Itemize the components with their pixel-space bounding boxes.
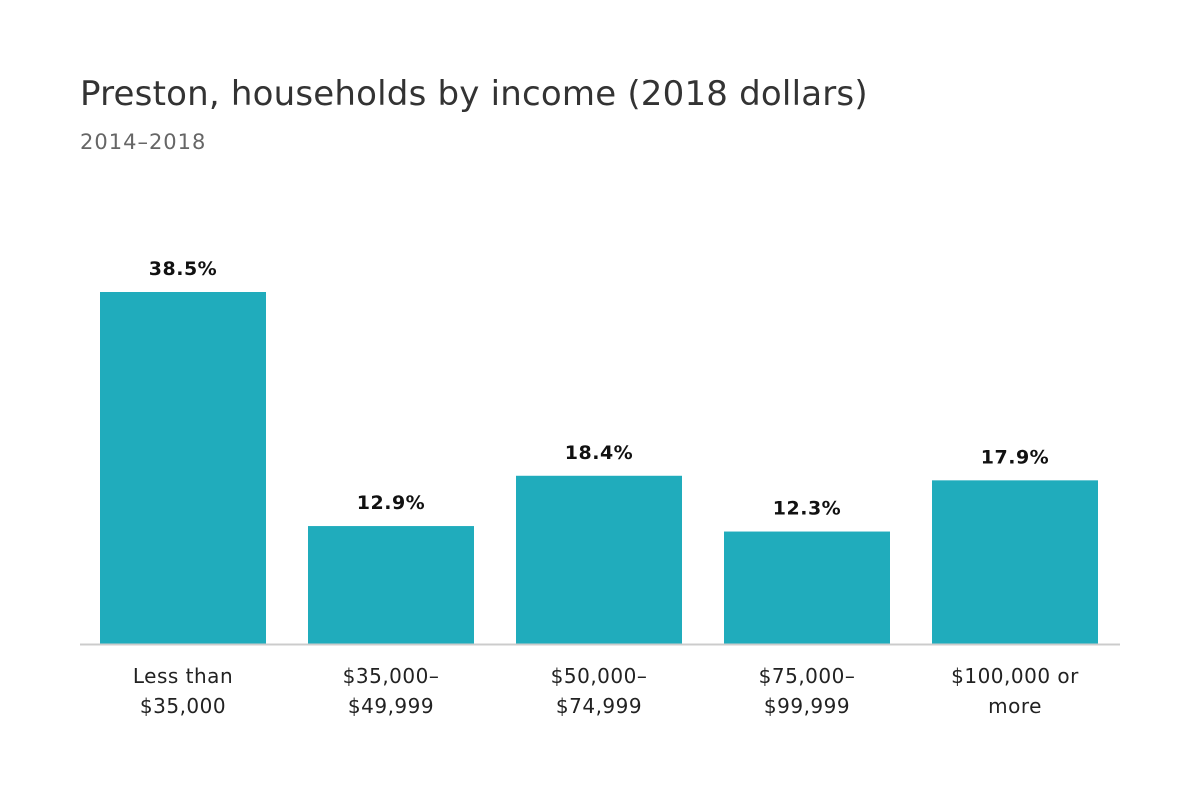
- bar: [516, 475, 682, 644]
- x-tick-label: $49,999: [348, 694, 434, 718]
- x-tick-label: $74,999: [556, 694, 642, 718]
- bar: [308, 526, 474, 644]
- bar: [100, 292, 266, 644]
- x-tick-label: Less than: [133, 664, 233, 688]
- bar-value-label: 18.4%: [565, 442, 633, 464]
- bar-value-label: 38.5%: [149, 258, 217, 280]
- x-tick-label: $35,000–: [343, 664, 440, 688]
- bar: [724, 531, 890, 644]
- bar: [932, 480, 1098, 644]
- chart-title: Preston, households by income (2018 doll…: [80, 74, 868, 114]
- x-tick-label: $75,000–: [759, 664, 856, 688]
- chart-subtitle: 2014–2018: [80, 130, 207, 154]
- x-tick-label: $100,000 or: [951, 664, 1079, 688]
- bar-value-label: 12.9%: [357, 492, 425, 514]
- x-tick-label: more: [988, 694, 1042, 718]
- x-tick-label: $99,999: [764, 694, 850, 718]
- bar-value-label: 12.3%: [773, 498, 841, 520]
- x-tick-label: $35,000: [140, 694, 226, 718]
- bar-value-label: 17.9%: [981, 446, 1049, 468]
- x-tick-label: $50,000–: [551, 664, 648, 688]
